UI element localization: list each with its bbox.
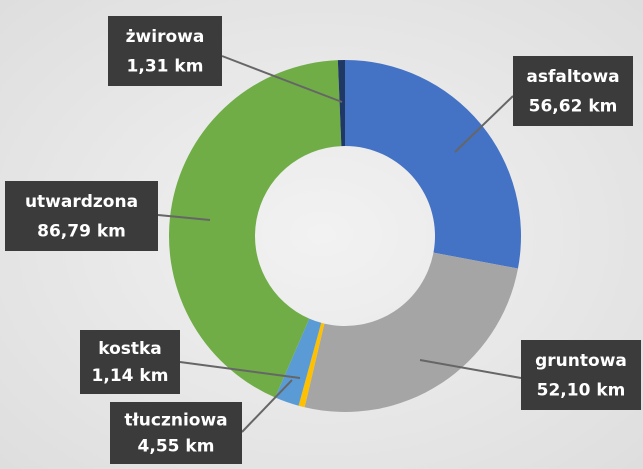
category-label: gruntowa [535,351,627,371]
value-label: 86,79 km [37,221,126,241]
category-label: tłuczniowa [124,411,227,431]
category-label: żwirowa [126,27,205,47]
donut-slice [304,252,518,412]
donut-slice [298,322,325,408]
label-box [110,402,242,464]
label-box [521,340,641,410]
label-box [513,56,633,126]
leader-line [221,55,343,103]
category-label: asfaltowa [526,67,619,87]
leader-line [241,379,293,433]
value-label: 56,62 km [529,96,618,116]
donut-slice [337,60,345,147]
value-label: 1,14 km [92,366,169,386]
category-label: utwardzona [25,192,138,212]
value-label: 4,55 km [138,437,215,457]
label-box [5,181,158,251]
leader-line [157,214,211,221]
donut-slice [275,318,322,406]
leader-line [179,361,301,379]
value-label: 52,10 km [537,380,626,400]
donut-slice [168,60,342,398]
leader-line [419,359,522,379]
donut-slice [345,60,521,269]
label-box [80,330,180,394]
category-label: kostka [98,339,162,359]
value-label: 1,31 km [127,56,204,76]
label-box [108,16,222,86]
leader-line [454,95,514,153]
